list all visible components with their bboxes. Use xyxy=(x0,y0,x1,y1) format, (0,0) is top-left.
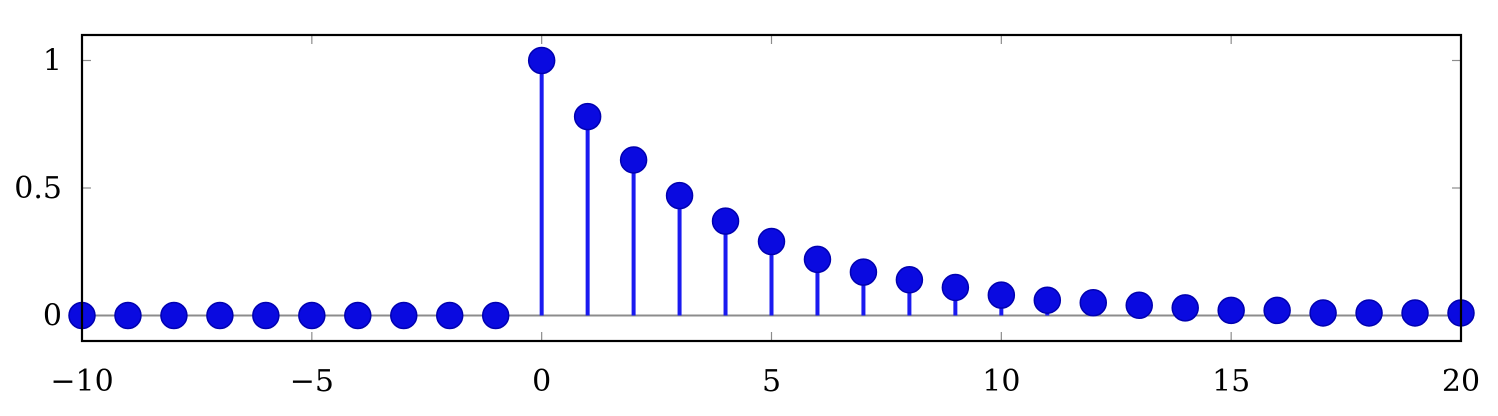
x-tick-label: 15 xyxy=(1212,364,1250,399)
data-point xyxy=(527,46,556,75)
x-tick-label: 5 xyxy=(762,364,781,399)
x-tick-label: 0 xyxy=(532,364,551,399)
data-point xyxy=(1355,299,1383,327)
data-point xyxy=(987,281,1016,309)
data-point xyxy=(481,301,510,330)
data-point xyxy=(344,301,372,330)
data-point xyxy=(1401,299,1429,327)
data-point xyxy=(298,301,326,330)
data-point xyxy=(1125,291,1153,320)
data-point xyxy=(160,301,188,330)
data-point xyxy=(619,146,648,174)
data-point xyxy=(895,266,924,294)
x-tick-label: 20 xyxy=(1442,364,1480,399)
y-tick-label: 1 xyxy=(43,44,62,79)
x-tick-labels: −10 −5 0 5 10 15 20 xyxy=(50,364,1480,399)
x-tick-label: −5 xyxy=(290,364,334,399)
data-point xyxy=(1309,299,1337,327)
data-point xyxy=(665,181,694,210)
data-point xyxy=(573,102,602,131)
data-point xyxy=(435,301,464,330)
data-point xyxy=(390,301,418,330)
data-point xyxy=(252,301,280,330)
data-point xyxy=(114,301,142,330)
data-point xyxy=(206,301,234,330)
data-point xyxy=(1263,296,1291,325)
data-point xyxy=(1217,296,1245,325)
data-point xyxy=(849,258,878,286)
data-point xyxy=(941,273,970,302)
markers xyxy=(68,46,1475,330)
plot-frame xyxy=(80,33,1463,343)
y-tick-label: 0.5 xyxy=(14,171,62,206)
data-point xyxy=(803,245,832,274)
data-point xyxy=(1033,286,1062,314)
data-point xyxy=(757,227,786,256)
y-tick-label: 0 xyxy=(43,299,62,334)
data-point xyxy=(1171,294,1199,322)
y-tick-labels: 00.51 xyxy=(14,44,62,334)
data-point xyxy=(711,207,740,235)
x-tick-label: 10 xyxy=(982,364,1020,399)
data-point xyxy=(1079,289,1108,317)
x-tick-label: −10 xyxy=(50,364,113,399)
